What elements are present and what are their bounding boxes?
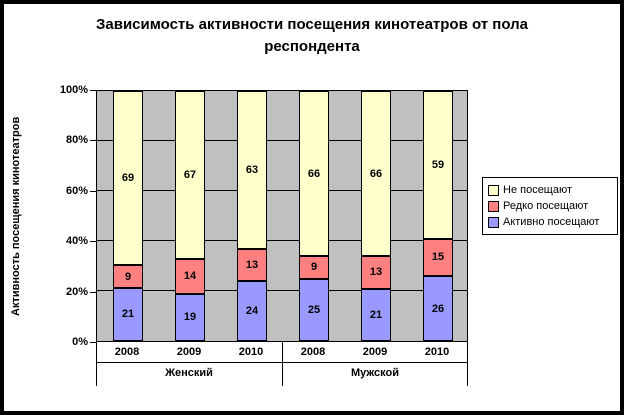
x-axis: 2008 2009 2010 2008 2009 2010 Женский Мужской [96, 342, 468, 386]
legend-item-Не посещают: Не посещают [488, 184, 612, 196]
bar-segment-Редко посещают: 14 [175, 258, 205, 294]
legend: Не посещают Редко посещают Активно посещаю… [482, 177, 618, 235]
y-axis-title: Активность посещения кинотеатров [10, 116, 22, 316]
legend-item-Редко посещают: Редко посещают [488, 200, 612, 212]
bar-Мужской-2010: 59 15 26 [423, 91, 453, 341]
x-tick-2010: 2010 [424, 346, 450, 358]
x-tick-2008: 2008 [114, 346, 140, 358]
legend-swatch [488, 216, 499, 228]
plot-area: 69 9 21 67 14 19 63 13 24 66 9 25 66 13 21 59 15 26 [96, 90, 468, 342]
legend-swatch [488, 200, 499, 212]
x-tick-2008: 2008 [300, 346, 326, 358]
bar-Женский-2008: 69 9 21 [113, 91, 143, 341]
bar-segment-Активно посещают: 19 [175, 293, 205, 341]
bar-segment-Активно посещают: 26 [423, 276, 453, 341]
bar-segment-Активно посещают: 25 [299, 278, 329, 341]
x-tick-2009: 2009 [362, 346, 388, 358]
x-group-separator [282, 342, 283, 386]
gridline [97, 290, 467, 291]
y-tick-label: 100% [59, 84, 88, 96]
x-tick-2010: 2010 [238, 346, 264, 358]
bar-segment-Не посещают: 67 [175, 91, 205, 259]
legend-swatch [488, 184, 499, 196]
gridline [97, 190, 467, 191]
legend-item-Активно посещают: Активно посещают [488, 216, 612, 228]
x-group-Женский: Женский [165, 367, 213, 379]
bar-segment-Редко посещают: 13 [361, 256, 391, 289]
bar-segment-Редко посещают: 9 [299, 256, 329, 279]
legend-label: Редко посещают [503, 200, 589, 212]
bar-segment-Не посещают: 63 [237, 91, 267, 249]
bar-segment-Активно посещают: 24 [237, 281, 267, 341]
bar-segment-Активно посещают: 21 [361, 288, 391, 341]
bar-segment-Не посещают: 59 [423, 91, 453, 239]
x-group-separator [96, 342, 97, 386]
bar-segment-Редко посещают: 15 [423, 238, 453, 276]
bar-segment-Не посещают: 69 [113, 91, 143, 266]
x-group-separator [467, 342, 468, 386]
bar-segment-Активно посещают: 21 [113, 287, 143, 341]
bar-Мужской-2009: 66 13 21 [361, 91, 391, 341]
bar-segment-Редко посещают: 13 [237, 248, 267, 281]
legend-label: Не посещают [503, 184, 573, 196]
bar-Женский-2009: 67 14 19 [175, 91, 205, 341]
x-tick-2009: 2009 [176, 346, 202, 358]
bar-segment-Редко посещают: 9 [113, 265, 143, 288]
gridline [97, 240, 467, 241]
y-tick-label: 80% [65, 134, 88, 147]
y-tick-label: 20% [65, 285, 88, 298]
legend-label: Активно посещают [503, 216, 600, 228]
bar-segment-Не посещают: 66 [361, 91, 391, 256]
y-tick-label: 60% [65, 184, 88, 197]
bar-Женский-2010: 63 13 24 [237, 91, 267, 341]
gridline [97, 140, 467, 141]
chart-title: Зависимость активности посещения кинотеа… [95, 16, 529, 55]
y-tick-label: 40% [65, 235, 88, 248]
bar-segment-Не посещают: 66 [299, 91, 329, 256]
y-tick-label: 0% [72, 336, 88, 348]
bar-Мужской-2008: 66 9 25 [299, 91, 329, 341]
x-group-Мужской: Мужской [350, 367, 400, 379]
